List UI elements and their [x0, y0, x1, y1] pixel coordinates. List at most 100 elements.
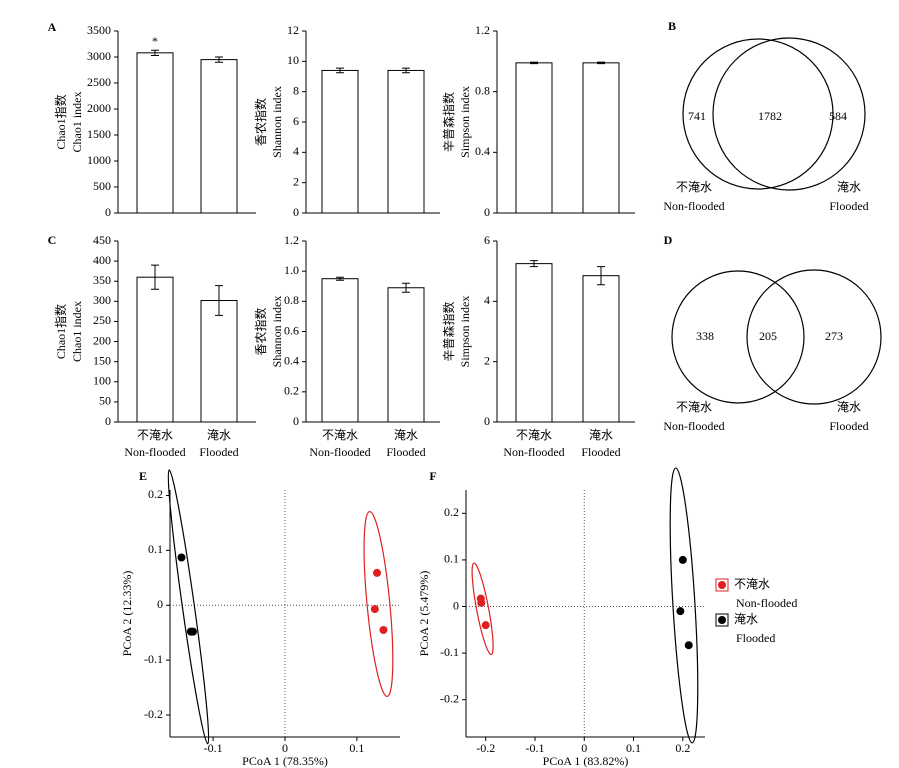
x-tick-label: Non-flooded	[124, 445, 185, 459]
panel-label: C	[48, 233, 57, 247]
y-axis-label: Simpson index	[458, 86, 472, 158]
venn-count: 584	[829, 109, 847, 123]
error-bar	[530, 61, 538, 65]
x-tick-label: 淹水	[207, 428, 231, 442]
x-tick-label: -0.1	[204, 741, 223, 755]
bar	[515, 263, 553, 423]
x-tick-label: 0.2	[675, 741, 690, 755]
legend-marker	[718, 581, 726, 589]
bar	[582, 62, 620, 214]
y-axis-label: Chao1 index	[70, 92, 84, 153]
y-tick-label: 300	[93, 293, 111, 307]
y-tick-label: -0.2	[440, 691, 459, 705]
legend-label: Non-flooded	[736, 596, 797, 610]
y-tick-label: 6	[293, 114, 299, 128]
point	[684, 641, 693, 650]
y-axis-label: 香农指数	[253, 98, 268, 146]
y-tick-label: 200	[93, 333, 111, 347]
venn-count: 338	[696, 329, 714, 343]
venn-count: 273	[825, 329, 843, 343]
bar	[136, 276, 174, 423]
point	[676, 607, 685, 616]
point	[379, 625, 388, 634]
y-tick-label: 450	[93, 233, 111, 247]
x-tick-label: 0.1	[626, 741, 641, 755]
y-tick-label: 2	[293, 174, 299, 188]
x-tick-label: 淹水	[589, 428, 613, 442]
y-tick-label: 0	[293, 205, 299, 219]
y-tick-label: 2000	[87, 101, 111, 115]
x-tick-label: Non-flooded	[503, 445, 564, 459]
y-tick-label: 500	[93, 179, 111, 193]
y-tick-label: 0.2	[444, 505, 459, 519]
y-tick-label: -0.1	[144, 652, 163, 666]
y-tick-label: 4	[293, 144, 299, 158]
legend-marker	[718, 616, 726, 624]
significance-mark: *	[152, 34, 158, 48]
y-tick-label: 8	[293, 83, 299, 97]
y-tick-label: 4	[484, 293, 490, 307]
confidence-ellipse	[669, 467, 699, 744]
y-tick-label: 0	[453, 598, 459, 612]
y-axis-label: Chao1指数	[53, 304, 68, 359]
venn-circle	[671, 270, 805, 404]
y-axis-label: 香农指数	[253, 307, 268, 355]
y-tick-label: 0.8	[475, 83, 490, 97]
x-axis-label: PCoA 1 (78.35%)	[242, 754, 328, 768]
y-tick-label: 1000	[87, 153, 111, 167]
venn-set-label: Non-flooded	[663, 419, 724, 433]
y-tick-label: 0	[105, 414, 111, 428]
y-tick-label: 0	[157, 597, 163, 611]
x-tick-label: 不淹水	[137, 428, 173, 442]
y-tick-label: 0.2	[284, 384, 299, 398]
y-tick-label: 1.0	[284, 263, 299, 277]
y-tick-label: 150	[93, 353, 111, 367]
y-tick-label: 1500	[87, 127, 111, 141]
y-tick-label: 2	[484, 353, 490, 367]
y-tick-label: 2500	[87, 75, 111, 89]
error-bar	[215, 285, 223, 316]
panel-label: F	[429, 469, 436, 483]
error-bar	[597, 61, 605, 65]
panel-label: A	[48, 20, 57, 34]
y-tick-label: 100	[93, 374, 111, 388]
legend-label: 淹水	[734, 612, 758, 626]
x-tick-label: Flooded	[199, 445, 238, 459]
y-tick-label: -0.1	[440, 645, 459, 659]
y-tick-label: 6	[484, 233, 490, 247]
y-tick-label: 0.6	[284, 323, 299, 337]
y-tick-label: 10	[287, 53, 299, 67]
point	[678, 555, 687, 564]
venn-circle	[682, 38, 834, 190]
error-bar	[151, 264, 159, 290]
error-bar	[402, 67, 410, 74]
bar	[321, 69, 359, 214]
y-axis-label: Simpson index	[458, 296, 472, 368]
point	[477, 598, 486, 607]
y-axis-label: PCoA 2 (5.479%)	[417, 571, 431, 657]
venn-set-label: Flooded	[829, 419, 868, 433]
x-tick-label: Non-flooded	[309, 445, 370, 459]
y-axis-label: 辛普森指数	[441, 301, 456, 361]
confidence-ellipse	[471, 562, 494, 656]
y-tick-label: -0.2	[144, 707, 163, 721]
point	[186, 627, 195, 636]
y-tick-label: 0	[293, 414, 299, 428]
venn-circle	[712, 37, 866, 191]
y-tick-label: 0	[105, 205, 111, 219]
confidence-ellipse	[167, 469, 210, 745]
venn-set-label: 淹水	[837, 400, 861, 414]
bar	[387, 287, 425, 423]
y-axis-label: 辛普森指数	[441, 92, 456, 152]
legend-label: 不淹水	[734, 577, 770, 591]
x-tick-label: -0.2	[476, 741, 495, 755]
y-axis-label: Shannon index	[270, 86, 284, 158]
venn-set-label: 不淹水	[676, 400, 712, 414]
panel-label: B	[668, 19, 676, 33]
x-tick-label: Flooded	[386, 445, 425, 459]
error-bar	[336, 276, 344, 281]
panel-label: E	[139, 469, 147, 483]
y-axis-label: Chao1 index	[70, 301, 84, 362]
error-bar	[530, 260, 538, 268]
